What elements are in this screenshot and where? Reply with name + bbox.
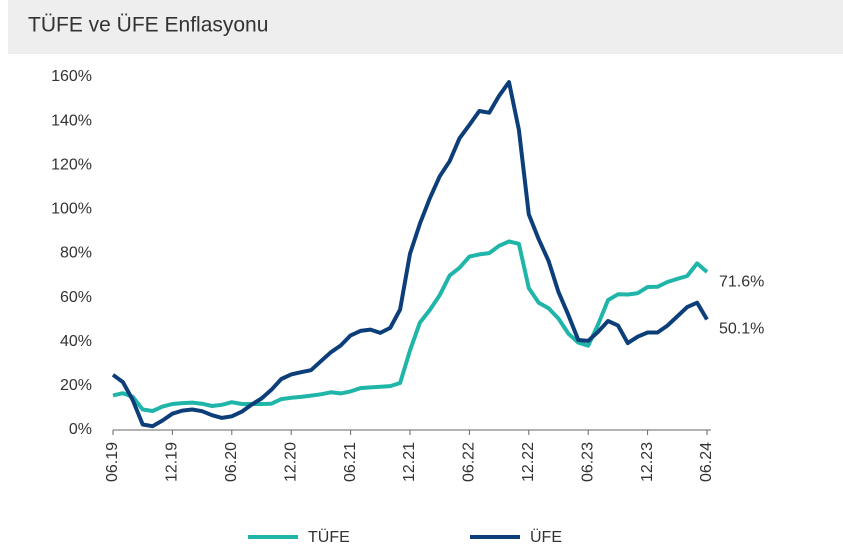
legend-label: ÜFE xyxy=(530,528,562,546)
x-tick-label: 06.24 xyxy=(698,442,715,482)
y-tick-label: 140% xyxy=(51,112,92,129)
line-series xyxy=(111,80,709,429)
x-tick-label: 12.19 xyxy=(164,442,181,482)
x-tick-label: 06.19 xyxy=(104,442,121,482)
y-tick-label: 60% xyxy=(60,289,92,306)
y-tick-label: 40% xyxy=(60,333,92,350)
x-tick-label: 12.22 xyxy=(520,442,537,482)
title-band xyxy=(8,0,843,54)
line-series xyxy=(112,239,709,413)
x-tick-label: 12.23 xyxy=(639,442,656,482)
x-tick-label: 06.23 xyxy=(579,442,596,482)
y-tick-label: 20% xyxy=(60,377,92,394)
x-tick-label: 06.20 xyxy=(223,442,240,482)
x-tick-label: 12.21 xyxy=(401,442,418,482)
x-tick-label: 12.20 xyxy=(282,442,299,482)
y-tick-label: 120% xyxy=(51,156,92,173)
chart-title: TÜFE ve ÜFE Enflasyonu xyxy=(28,14,268,37)
y-tick-label: 160% xyxy=(51,68,92,85)
x-tick-label: 06.22 xyxy=(461,442,478,482)
end-label: 50.1% xyxy=(719,321,764,338)
end-label: 71.6% xyxy=(719,273,764,290)
y-tick-label: 80% xyxy=(60,245,92,262)
y-tick-label: 0% xyxy=(69,421,92,438)
legend-label: TÜFE xyxy=(308,528,350,546)
x-tick-label: 06.21 xyxy=(342,442,359,482)
y-tick-label: 100% xyxy=(51,201,92,218)
